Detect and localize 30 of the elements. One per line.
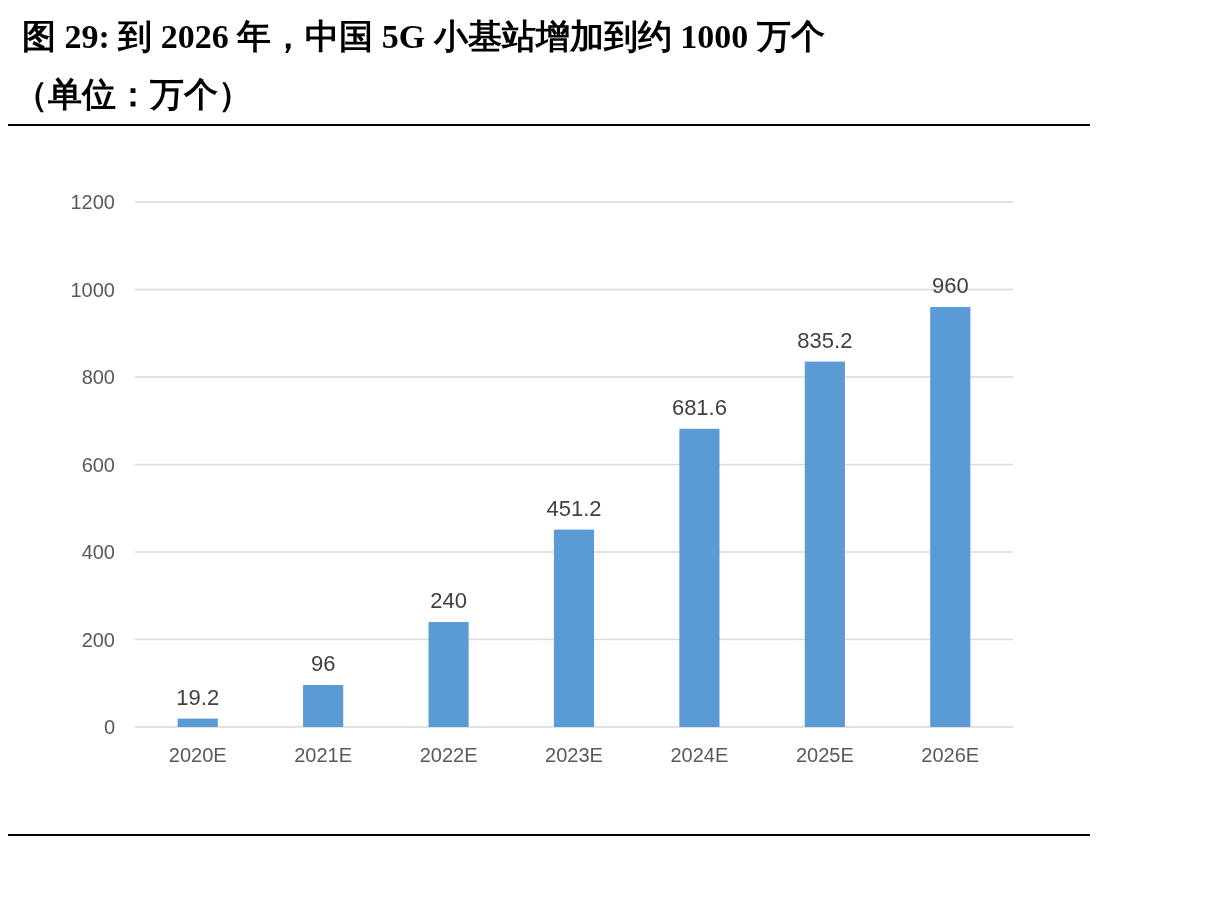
y-tick-label: 400 (81, 541, 115, 563)
y-tick-label: 600 (81, 453, 115, 476)
x-tick-label: 2025E (795, 744, 854, 766)
y-tick-label: 800 (81, 366, 115, 388)
y-tick-label: 1000 (70, 278, 115, 301)
y-tick-label: 0 (103, 716, 115, 738)
y-tick-label: 200 (81, 628, 115, 651)
chart-subtitle: （单位：万个） (14, 76, 252, 113)
bar (553, 529, 595, 727)
data-label: 96 (310, 651, 336, 676)
data-label: 960 (931, 273, 969, 298)
data-label: 681.6 (671, 394, 727, 420)
data-label: 451.2 (546, 495, 602, 521)
x-tick-label: 2022E (419, 744, 478, 766)
x-tick-label: 2021E (294, 744, 353, 766)
data-label: 835.2 (797, 327, 853, 353)
data-label: 19.2 (176, 684, 220, 710)
bar (177, 718, 218, 727)
y-tick-label: 1200 (70, 191, 115, 213)
bar (679, 428, 720, 727)
bar (804, 361, 845, 727)
x-tick-label: 2023E (545, 744, 603, 766)
bar (930, 307, 971, 727)
x-tick-label: 2024E (670, 744, 729, 766)
x-tick-label: 2020E (168, 744, 227, 766)
bar (428, 622, 469, 727)
bar (303, 685, 344, 727)
chart-title: 图 29: 到 2026 年，中国 5G 小基站增加到约 1000 万个 (22, 18, 825, 55)
x-tick-label: 2026E (921, 744, 980, 766)
data-label: 240 (430, 588, 467, 613)
